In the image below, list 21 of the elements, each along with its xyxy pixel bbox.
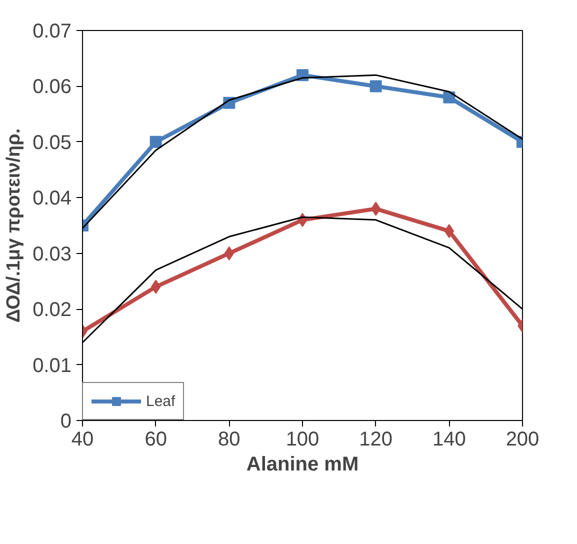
x-tick-label: 140 (432, 428, 466, 450)
y-tick-label: 0.07 (32, 20, 72, 42)
y-axis-title: ΔΟΔ/.1μγ προτειν/ηρ. (4, 128, 25, 323)
x-tick-label: 120 (359, 428, 393, 450)
x-axis-title: Alanine mM (246, 454, 359, 476)
point (443, 91, 456, 104)
y-tick-label: 0.03 (32, 243, 72, 266)
y-tick-label: 0.05 (32, 132, 72, 154)
y-tick-label: 0.02 (32, 299, 72, 322)
y-tick-label: 0 (60, 410, 72, 432)
y-tick-label: 0.04 (32, 188, 72, 210)
x-tick-label: 80 (218, 428, 240, 450)
y-tick-label: 0.01 (32, 354, 72, 377)
x-tick-label: 200 (506, 428, 540, 450)
point (370, 80, 382, 92)
x-tick-label: 100 (286, 428, 320, 450)
x-tick-label: 60 (144, 428, 167, 450)
x-tick-label: 40 (71, 428, 94, 450)
legend-label: Leaf (146, 392, 176, 410)
point (150, 136, 162, 148)
y-tick-label: 0.06 (32, 76, 72, 98)
